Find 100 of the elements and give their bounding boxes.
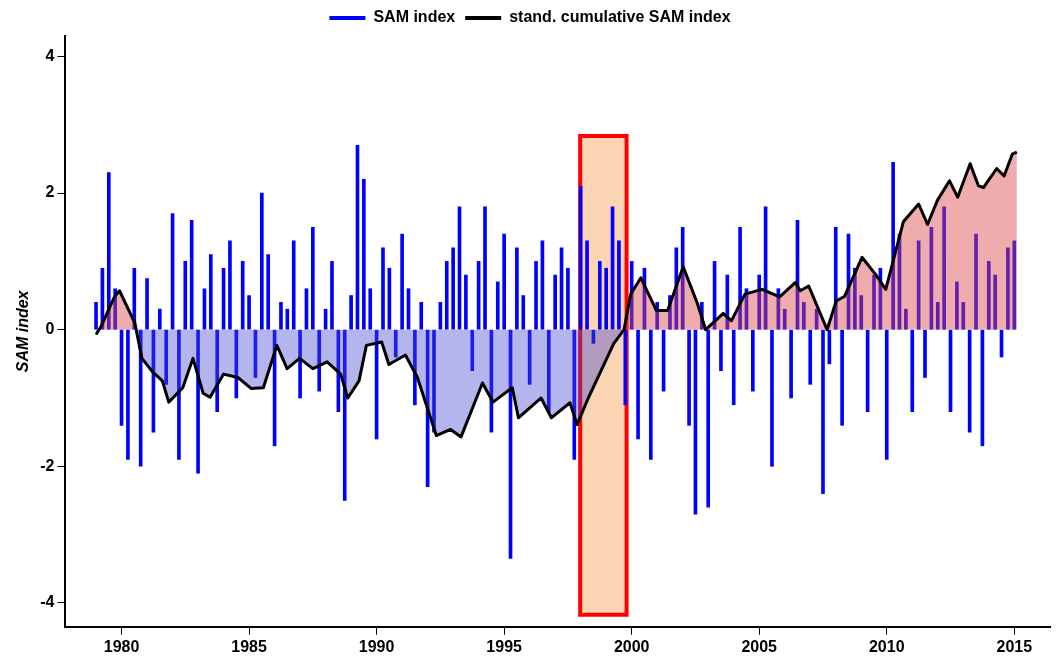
bar bbox=[751, 329, 755, 392]
bar bbox=[393, 329, 398, 358]
bar bbox=[935, 302, 940, 330]
bar bbox=[515, 247, 519, 330]
bar bbox=[495, 281, 500, 330]
bar bbox=[974, 233, 978, 330]
bar bbox=[419, 302, 424, 330]
x-tick-label: 2010 bbox=[868, 637, 905, 655]
bar bbox=[597, 261, 602, 330]
bar bbox=[196, 329, 200, 474]
bar bbox=[884, 329, 889, 460]
bar bbox=[483, 206, 487, 330]
bar bbox=[126, 329, 130, 460]
bar bbox=[833, 226, 838, 330]
bar bbox=[986, 261, 991, 330]
bar bbox=[106, 172, 111, 330]
bar bbox=[1012, 240, 1017, 330]
bar bbox=[891, 162, 895, 330]
x-tick-label: 2015 bbox=[996, 637, 1033, 655]
legend-label: stand. cumulative SAM index bbox=[509, 8, 731, 26]
bar bbox=[432, 329, 436, 433]
bar bbox=[955, 281, 959, 330]
bar bbox=[413, 329, 417, 406]
bar bbox=[279, 302, 283, 330]
bar bbox=[240, 261, 245, 330]
bar bbox=[706, 329, 711, 508]
bar bbox=[757, 274, 762, 330]
bar bbox=[872, 274, 876, 330]
bar bbox=[298, 329, 302, 399]
bar bbox=[904, 308, 908, 330]
bar bbox=[145, 278, 149, 330]
y-tick-label: 4 bbox=[45, 46, 55, 64]
bar bbox=[311, 226, 315, 330]
bar bbox=[247, 295, 251, 330]
bar bbox=[330, 261, 334, 330]
bar bbox=[617, 240, 621, 330]
bar bbox=[228, 240, 232, 330]
bar bbox=[1006, 247, 1010, 330]
y-tick-label: 2 bbox=[45, 183, 55, 201]
bar bbox=[208, 254, 213, 330]
bar bbox=[993, 274, 997, 330]
bar bbox=[572, 329, 577, 460]
bar bbox=[189, 220, 194, 330]
bar bbox=[260, 192, 264, 330]
bar bbox=[738, 226, 742, 330]
bar bbox=[910, 329, 915, 412]
bar bbox=[183, 261, 188, 330]
x-tick-label: 1990 bbox=[358, 637, 395, 655]
y-axis-title: SAM index bbox=[14, 289, 32, 373]
bar bbox=[362, 179, 366, 330]
bar bbox=[770, 329, 774, 467]
bar bbox=[789, 329, 793, 399]
bar bbox=[534, 261, 538, 330]
bar bbox=[291, 240, 296, 330]
bar bbox=[636, 329, 640, 440]
bar bbox=[368, 288, 373, 330]
bar bbox=[164, 329, 169, 385]
bar bbox=[923, 329, 927, 378]
y-tick-label: 0 bbox=[45, 320, 55, 338]
bar bbox=[342, 329, 347, 501]
bar bbox=[138, 329, 143, 467]
x-tick-label: 1980 bbox=[103, 637, 140, 655]
bar bbox=[546, 329, 551, 412]
bar bbox=[400, 233, 404, 330]
bar bbox=[719, 329, 723, 371]
bar bbox=[502, 233, 506, 330]
bar bbox=[94, 302, 98, 330]
bar bbox=[470, 329, 475, 371]
bar bbox=[444, 261, 449, 330]
bar bbox=[553, 274, 557, 330]
legend-label: SAM index bbox=[373, 8, 456, 26]
bar bbox=[157, 308, 162, 330]
bar bbox=[680, 226, 685, 330]
x-tick-label: 1985 bbox=[231, 637, 267, 655]
bar bbox=[464, 274, 468, 330]
bar bbox=[942, 206, 946, 330]
bar bbox=[821, 329, 825, 494]
x-tick-label: 1995 bbox=[486, 637, 523, 655]
bar bbox=[451, 247, 455, 330]
bar bbox=[808, 329, 813, 385]
bar bbox=[802, 302, 806, 330]
bar bbox=[782, 308, 787, 330]
bar bbox=[317, 329, 322, 392]
bar bbox=[349, 295, 353, 330]
bar bbox=[266, 254, 271, 330]
y-tick-label: -2 bbox=[40, 456, 55, 474]
bar bbox=[234, 329, 239, 399]
bar bbox=[578, 185, 583, 330]
bar bbox=[859, 295, 864, 330]
bar bbox=[521, 295, 526, 330]
bar bbox=[177, 329, 181, 460]
bar bbox=[215, 329, 220, 412]
bar bbox=[566, 267, 570, 330]
bar bbox=[381, 247, 385, 330]
bar bbox=[623, 329, 628, 406]
bar bbox=[840, 329, 844, 426]
x-tick-label: 2005 bbox=[741, 637, 778, 655]
bar bbox=[585, 240, 589, 330]
bar bbox=[648, 329, 653, 460]
bar bbox=[604, 267, 609, 330]
